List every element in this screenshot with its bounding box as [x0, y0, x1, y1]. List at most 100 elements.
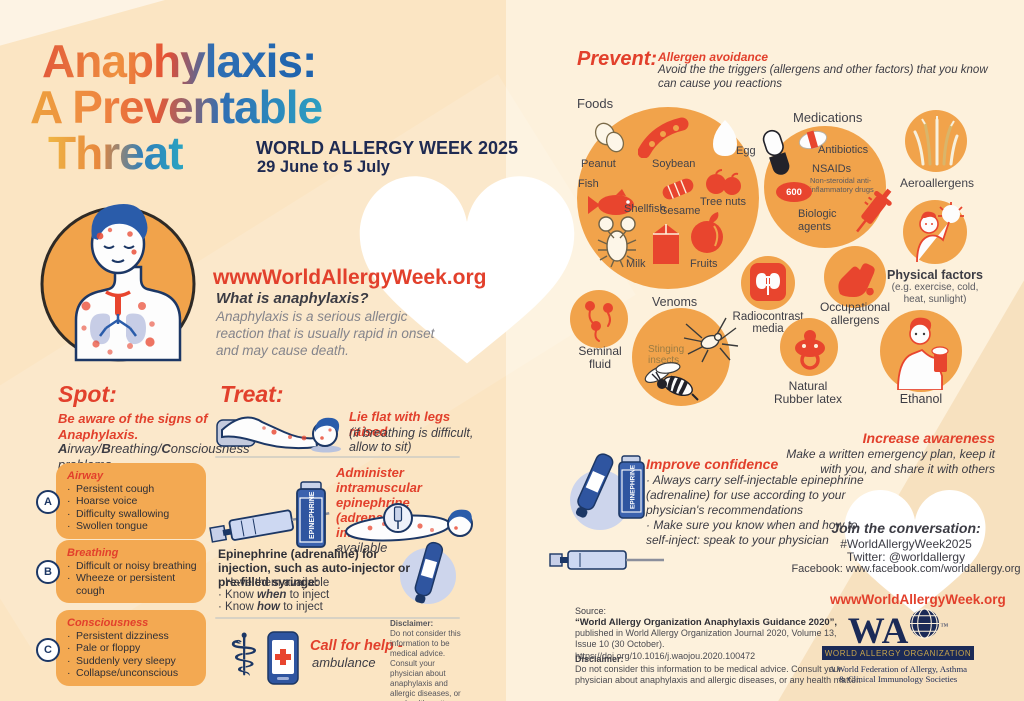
sign-item: Suddenly very sleepy — [76, 654, 176, 667]
treat-step1-label: Lie flat with legs raised — [349, 409, 451, 439]
syringe-vial-illustration: EPINEPHRINE — [209, 481, 330, 548]
latex-label-1: Natural — [788, 379, 828, 393]
venoms-label: Venoms — [652, 295, 698, 309]
wao-org-bar: WORLD ALLERGY ORGANIZATION — [822, 646, 974, 660]
event-dates: 29 June to 5 July — [257, 158, 390, 176]
sign-item: Persistent cough — [76, 483, 155, 495]
food-item-label: Egg — [736, 145, 756, 157]
physical-factors-label: Physical factors — [887, 268, 983, 282]
sign-item: Difficulty swallowing — [76, 507, 170, 520]
capsule-icon — [762, 129, 790, 175]
call-for-help-note: ambulance — [312, 655, 376, 670]
aeroallergens-label: Aeroallergens — [899, 176, 975, 190]
food-item-label: Fish — [578, 178, 599, 190]
title-line-3: Threat — [48, 127, 184, 179]
sign-item: Difficult or noisy breathing — [76, 560, 197, 572]
event-name: WORLD ALLERGY WEEK 2025 — [256, 138, 519, 158]
allergen-avoidance-label: Allergen avoidance — [658, 50, 769, 64]
lying-person-illustration — [216, 416, 341, 453]
antibiotics-label: Antibiotics — [818, 144, 869, 156]
heart-shape-bottom — [844, 490, 986, 613]
food-item-label: Sesame — [660, 205, 701, 217]
svg-text:EPINEPHRINE: EPINEPHRINE — [630, 464, 637, 509]
food-item-label: Shellfish — [624, 203, 666, 215]
wao-logo-text: WA — [847, 610, 910, 652]
what-is-heading: What is anaphylaxis? — [216, 290, 369, 307]
improve-confidence-heading: Improve confidence — [646, 456, 779, 472]
occupational-label-2: allergens — [830, 313, 880, 327]
milk-icon — [653, 224, 679, 264]
sign-item: Hoarse voice — [76, 495, 138, 508]
biologic-agents-label: Biologic agents — [798, 208, 837, 233]
nsaids-label: NSAIDs — [812, 163, 852, 175]
website-link: wwwWorldAllergyWeek.org — [213, 266, 487, 289]
kidneys-icon — [750, 263, 786, 301]
allergen-avoidance-body: Avoid the the triggers (allergens and ot… — [658, 64, 988, 90]
food-item-label: Fruits — [690, 258, 718, 270]
fruits-icon — [691, 212, 723, 253]
wao-globe-icon — [910, 608, 940, 639]
food-item-label: Milk — [626, 258, 646, 270]
epi-item-3: · Know how to inject — [218, 601, 323, 613]
soybean-icon — [638, 117, 689, 158]
food-item-label: Peanut — [581, 158, 616, 170]
ethanol-person-icon — [897, 317, 949, 390]
injection-arm-illustration — [345, 503, 473, 542]
improve-confidence-item-1: · Always carry self-injectable epinephri… — [646, 473, 864, 517]
spider-icon — [683, 317, 739, 363]
latex-label-2: Rubber latex — [773, 392, 843, 406]
badge-c: C — [36, 638, 60, 662]
physical-factors-sub: (e.g. exercise, cold, heat, sunlight) — [891, 282, 979, 305]
treat-disclaimer: Disclaimer: Do not consider this informa… — [390, 619, 461, 701]
auto-injector-illustration — [400, 541, 456, 604]
footer-disclaimer-body: Do not consider this information to be m… — [575, 664, 862, 686]
title-line-2: A Preventable — [30, 81, 323, 133]
spot-heading: Spot: — [58, 381, 117, 407]
sesame-icon — [662, 178, 694, 200]
wasp-icon — [644, 362, 699, 401]
egg-icon — [713, 120, 737, 156]
sign-box-title: Breathing — [67, 547, 119, 559]
epi-item-2: · Know when to inject — [218, 589, 330, 601]
biologic-syringe-icon — [856, 188, 892, 233]
wao-sub-1: A World Federation of Allergy, Asthma — [828, 664, 968, 674]
nsaids-sub-label: Non-steroidal anti-inflammatory drugs — [810, 176, 874, 194]
glove-icon — [838, 263, 875, 297]
sign-item: Pale or floppy — [76, 642, 141, 655]
epi-heading: Epinephrine (adrenaline) for injection, … — [218, 547, 411, 589]
phone-icon — [267, 631, 299, 685]
footer-website-link: wwwWorldAllergyWeek.org — [830, 592, 1006, 607]
pacifier-icon — [795, 330, 825, 370]
treat-divider-2 — [215, 617, 460, 619]
sign-item: Collapse/unconscious — [76, 667, 179, 680]
source-bold: “World Allergy Organization Anaphylaxis … — [575, 617, 838, 628]
sign-box-breathing: Breathing · Difficult or noisy breathing … — [56, 540, 206, 604]
source-body: published in World Allergy Organization … — [575, 628, 837, 661]
occupational-label-1: Occupational — [819, 300, 891, 314]
increase-awareness-heading: Increase awareness — [862, 430, 995, 446]
grass-pollen-icon — [913, 116, 959, 166]
confidence-pen-vial-illustration: EPINEPHRINE — [570, 453, 645, 530]
footer-disclaimer-heading: Disclaimer: — [575, 654, 624, 664]
heart-shape-top — [359, 176, 575, 364]
treat-divider-1 — [215, 456, 460, 458]
confidence-syringe-illustration — [549, 550, 664, 570]
seminal-fluid-label-1: Seminal — [578, 344, 622, 358]
treat-step1-note: (if breathing is difficult, allow to sit… — [349, 426, 474, 455]
badge-b: B — [36, 560, 60, 584]
food-item-label: Tree nuts — [700, 196, 747, 208]
pill-icon — [798, 130, 828, 150]
join-conversation-heading: Join the conversation: — [831, 520, 981, 536]
facebook-label: Facebook: www.facebook.com/worldallergy.… — [791, 563, 1021, 575]
allergic-person-illustration — [40, 204, 196, 362]
fish-icon — [588, 189, 634, 215]
medications-label: Medications — [793, 110, 863, 125]
call-for-help-label: Call for help - — [310, 638, 403, 654]
wao-logo: WA ™ — [822, 608, 974, 653]
spot-intro-red: Be aware of the signs of Anaphylaxis. — [58, 411, 208, 442]
seminal-fluid-icon — [585, 301, 613, 342]
radiocontrast-label-2: media — [752, 323, 784, 335]
twitter-label: Twitter: @worldallergy — [846, 550, 966, 564]
trademark: ™ — [940, 621, 949, 631]
